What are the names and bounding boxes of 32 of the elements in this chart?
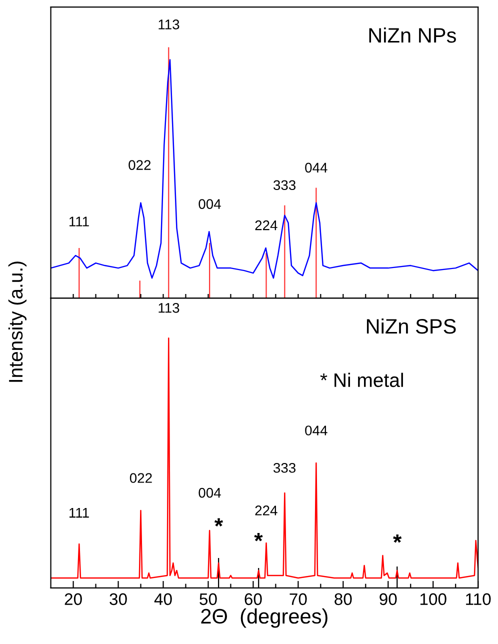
text: 113 (158, 20, 180, 30)
x-tick-label: 90 (380, 593, 397, 606)
annotation: 111 (69, 508, 89, 518)
x-tick-label: 50 (200, 593, 217, 606)
y-axis-title: Intensity (a.u.) (8, 262, 26, 382)
annotation: * (254, 533, 263, 542)
x-tick-label: 30 (110, 593, 127, 606)
x-tick-label: 100 (420, 593, 446, 606)
annotation: 004 (198, 199, 221, 209)
annotation: 333 (273, 180, 296, 190)
annotation: 022 (130, 473, 152, 483)
annotation: 044 (305, 426, 328, 436)
annotation: 333 (273, 462, 296, 473)
x-tick-label: 70 (290, 593, 307, 606)
x-axis-title: 2Θ (degrees) (201, 608, 328, 628)
annotation: * (393, 534, 402, 543)
annotation: 022 (128, 160, 151, 170)
annotation: 224 (255, 506, 278, 516)
annotation: * Ni metal (320, 372, 403, 388)
chart-title: NiZn NPs (369, 27, 456, 43)
chart-title: NiZn SPS (366, 318, 456, 334)
x-tick-label: 60 (244, 593, 262, 606)
annotation: 111 (69, 216, 89, 226)
annotation: 004 (198, 488, 221, 498)
annotation: 224 (255, 220, 278, 230)
text: 113 (158, 302, 180, 313)
x-tick-label: 40 (154, 593, 172, 606)
x-tick-label: 110 (466, 593, 491, 606)
x-tick-label: 20 (64, 593, 82, 606)
x-tick-label: 80 (334, 593, 352, 606)
annotation: 044 (305, 162, 328, 173)
annotation: * (214, 518, 224, 526)
